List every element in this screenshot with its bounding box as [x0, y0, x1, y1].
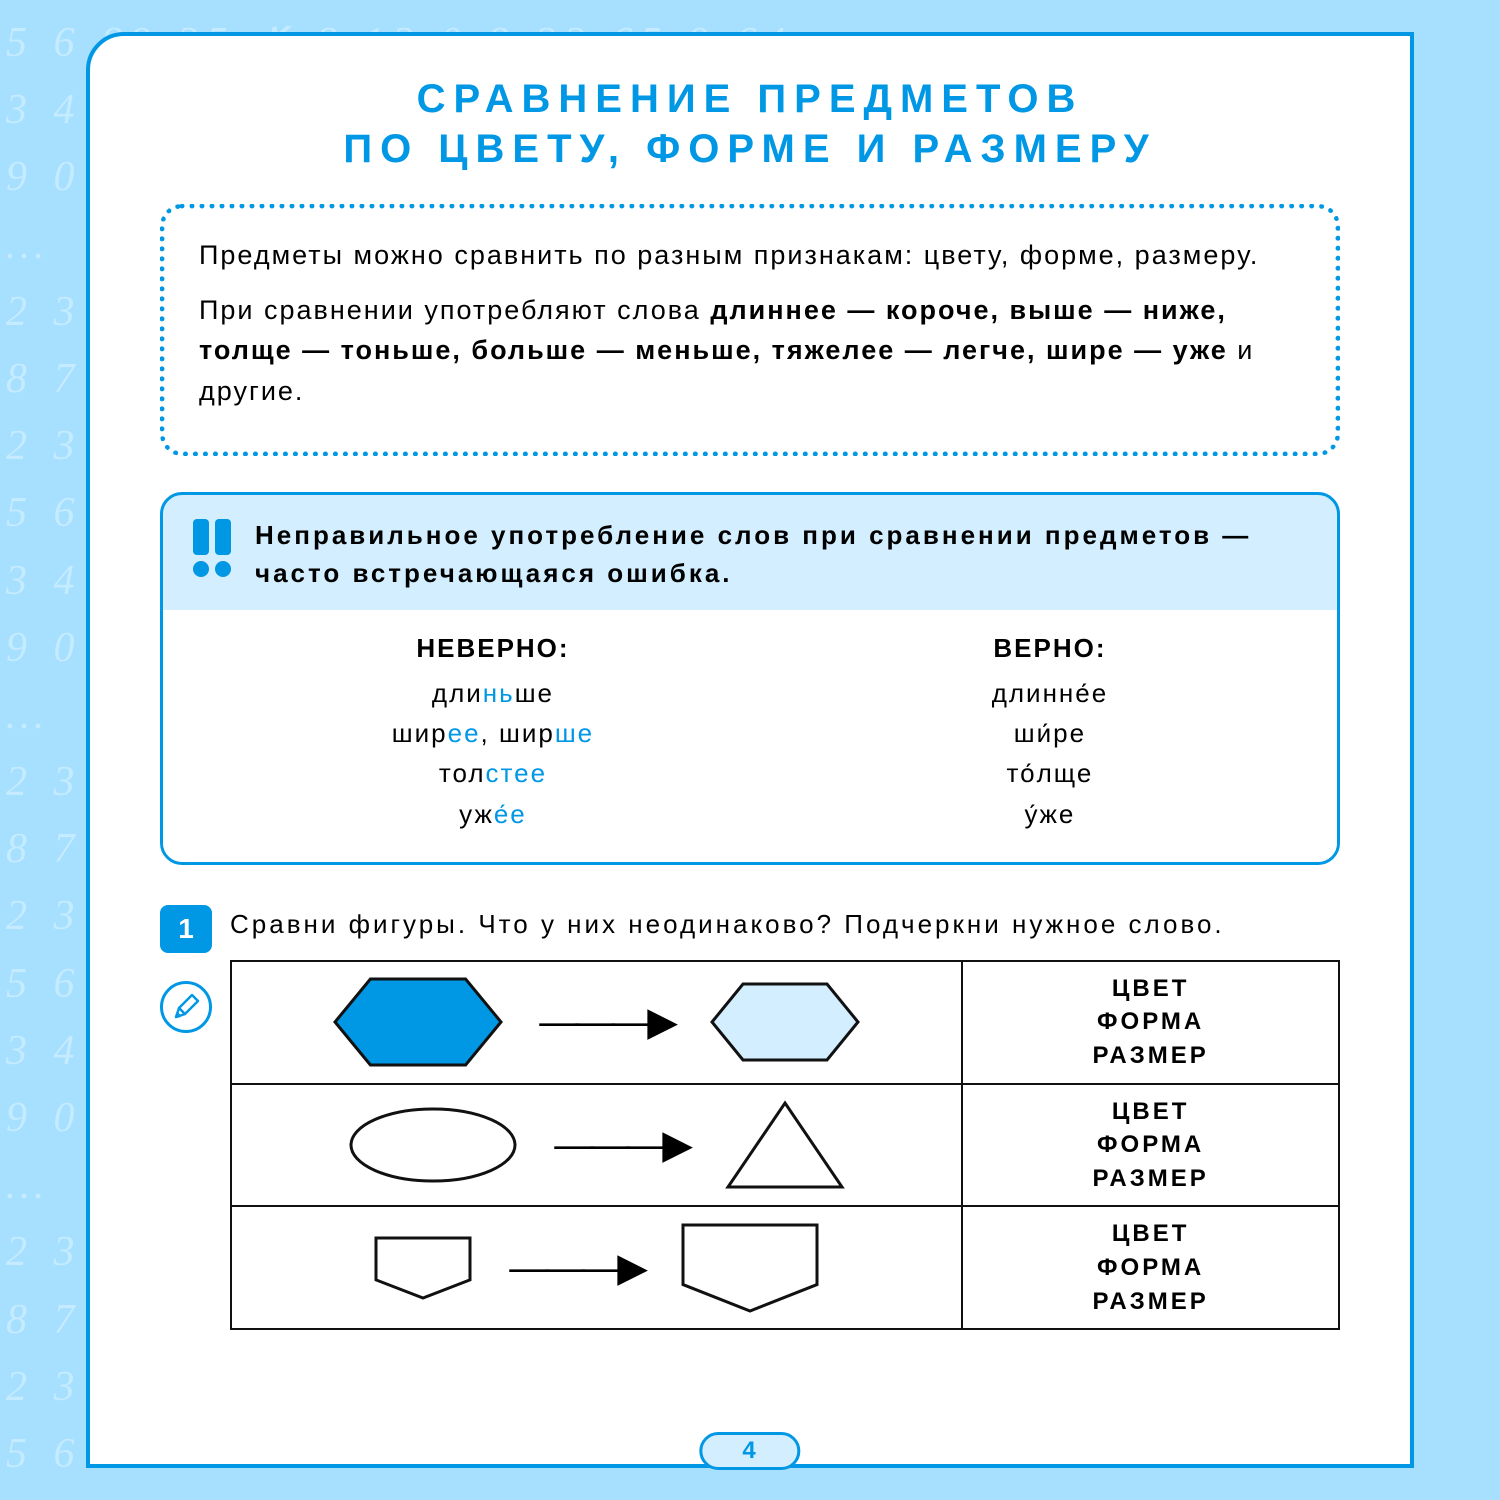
- task-left-col: 1: [160, 905, 212, 1033]
- warning-body: НЕВЕРНО: длиньшеширее, ширшетолстееуже́е…: [163, 610, 1337, 861]
- wrong-word: уже́е: [392, 794, 594, 834]
- wrong-title: НЕВЕРНО:: [392, 628, 594, 668]
- wrong-word: толстее: [392, 753, 594, 793]
- figure-cell: ———▶: [231, 961, 962, 1084]
- task-number-badge: 1: [160, 905, 212, 953]
- right-word: длинне́е: [992, 673, 1109, 713]
- arrow-icon: ———▶: [539, 999, 674, 1045]
- task-right-col: Сравни фигуры. Что у них неодинаково? По…: [230, 905, 1340, 1330]
- warning-head-text: Неправильное употребление слов при сравн…: [255, 517, 1307, 592]
- option-word[interactable]: ЦВЕТ: [977, 1095, 1324, 1129]
- wrong-column: НЕВЕРНО: длиньшеширее, ширшетолстееуже́е: [392, 628, 594, 833]
- arrow-icon: ———▶: [509, 1245, 644, 1291]
- options-cell: ЦВЕТФОРМАРАЗМЕР: [962, 1084, 1339, 1207]
- option-word[interactable]: ЦВЕТ: [977, 972, 1324, 1006]
- pencil-icon: [160, 981, 212, 1033]
- title-line-1: СРАВНЕНИЕ ПРЕДМЕТОВ: [160, 74, 1340, 124]
- page-frame: СРАВНЕНИЕ ПРЕДМЕТОВ ПО ЦВЕТУ, ФОРМЕ И РА…: [86, 32, 1414, 1468]
- right-column: ВЕРНО: длинне́еши́рето́лщеу́же: [992, 628, 1109, 833]
- figure-cell: ———▶: [231, 1084, 962, 1207]
- warning-box: Неправильное употребление слов при сравн…: [160, 492, 1340, 865]
- option-word[interactable]: РАЗМЕР: [977, 1285, 1324, 1319]
- option-word[interactable]: РАЗМЕР: [977, 1039, 1324, 1073]
- option-word[interactable]: ФОРМА: [977, 1251, 1324, 1285]
- definition-box: Предметы можно сравнить по разным призна…: [160, 204, 1340, 456]
- right-word: у́же: [992, 794, 1109, 834]
- wrong-word: длиньше: [392, 673, 594, 713]
- definition-p1: Предметы можно сравнить по разным призна…: [199, 235, 1301, 276]
- definition-p2-prefix: При сравнении употребляют слова: [199, 295, 710, 325]
- table-row: ———▶ ЦВЕТФОРМАРАЗМЕР: [231, 961, 1339, 1084]
- arrow-icon: ———▶: [554, 1122, 689, 1168]
- right-word: то́лще: [992, 753, 1109, 793]
- option-word[interactable]: РАЗМЕР: [977, 1162, 1324, 1196]
- warning-head: Неправильное употребление слов при сравн…: [163, 495, 1337, 610]
- table-row: ———▶ ЦВЕТФОРМАРАЗМЕР: [231, 1206, 1339, 1329]
- definition-p2: При сравнении употребляют слова длиннее …: [199, 290, 1301, 412]
- wrong-word: ширее, ширше: [392, 713, 594, 753]
- figure-cell: ———▶: [231, 1206, 962, 1329]
- options-cell: ЦВЕТФОРМАРАЗМЕР: [962, 1206, 1339, 1329]
- table-row: ———▶ ЦВЕТФОРМАРАЗМЕР: [231, 1084, 1339, 1207]
- page-title: СРАВНЕНИЕ ПРЕДМЕТОВ ПО ЦВЕТУ, ФОРМЕ И РА…: [160, 74, 1340, 174]
- right-word: ши́ре: [992, 713, 1109, 753]
- shapes-table: ———▶ЦВЕТФОРМАРАЗМЕР———▶ЦВЕТФОРМАРАЗМЕР——…: [230, 960, 1340, 1330]
- options-cell: ЦВЕТФОРМАРАЗМЕР: [962, 961, 1339, 1084]
- right-title: ВЕРНО:: [992, 628, 1109, 668]
- option-word[interactable]: ФОРМА: [977, 1005, 1324, 1039]
- task-text: Сравни фигуры. Что у них неодинаково? По…: [230, 905, 1340, 944]
- option-word[interactable]: ФОРМА: [977, 1128, 1324, 1162]
- page-number: 4: [699, 1432, 800, 1470]
- task-block: 1 Сравни фигуры. Что у них неод: [160, 905, 1340, 1330]
- title-line-2: ПО ЦВЕТУ, ФОРМЕ И РАЗМЕРУ: [160, 124, 1340, 174]
- double-exclaim-icon: [193, 519, 231, 577]
- option-word[interactable]: ЦВЕТ: [977, 1217, 1324, 1251]
